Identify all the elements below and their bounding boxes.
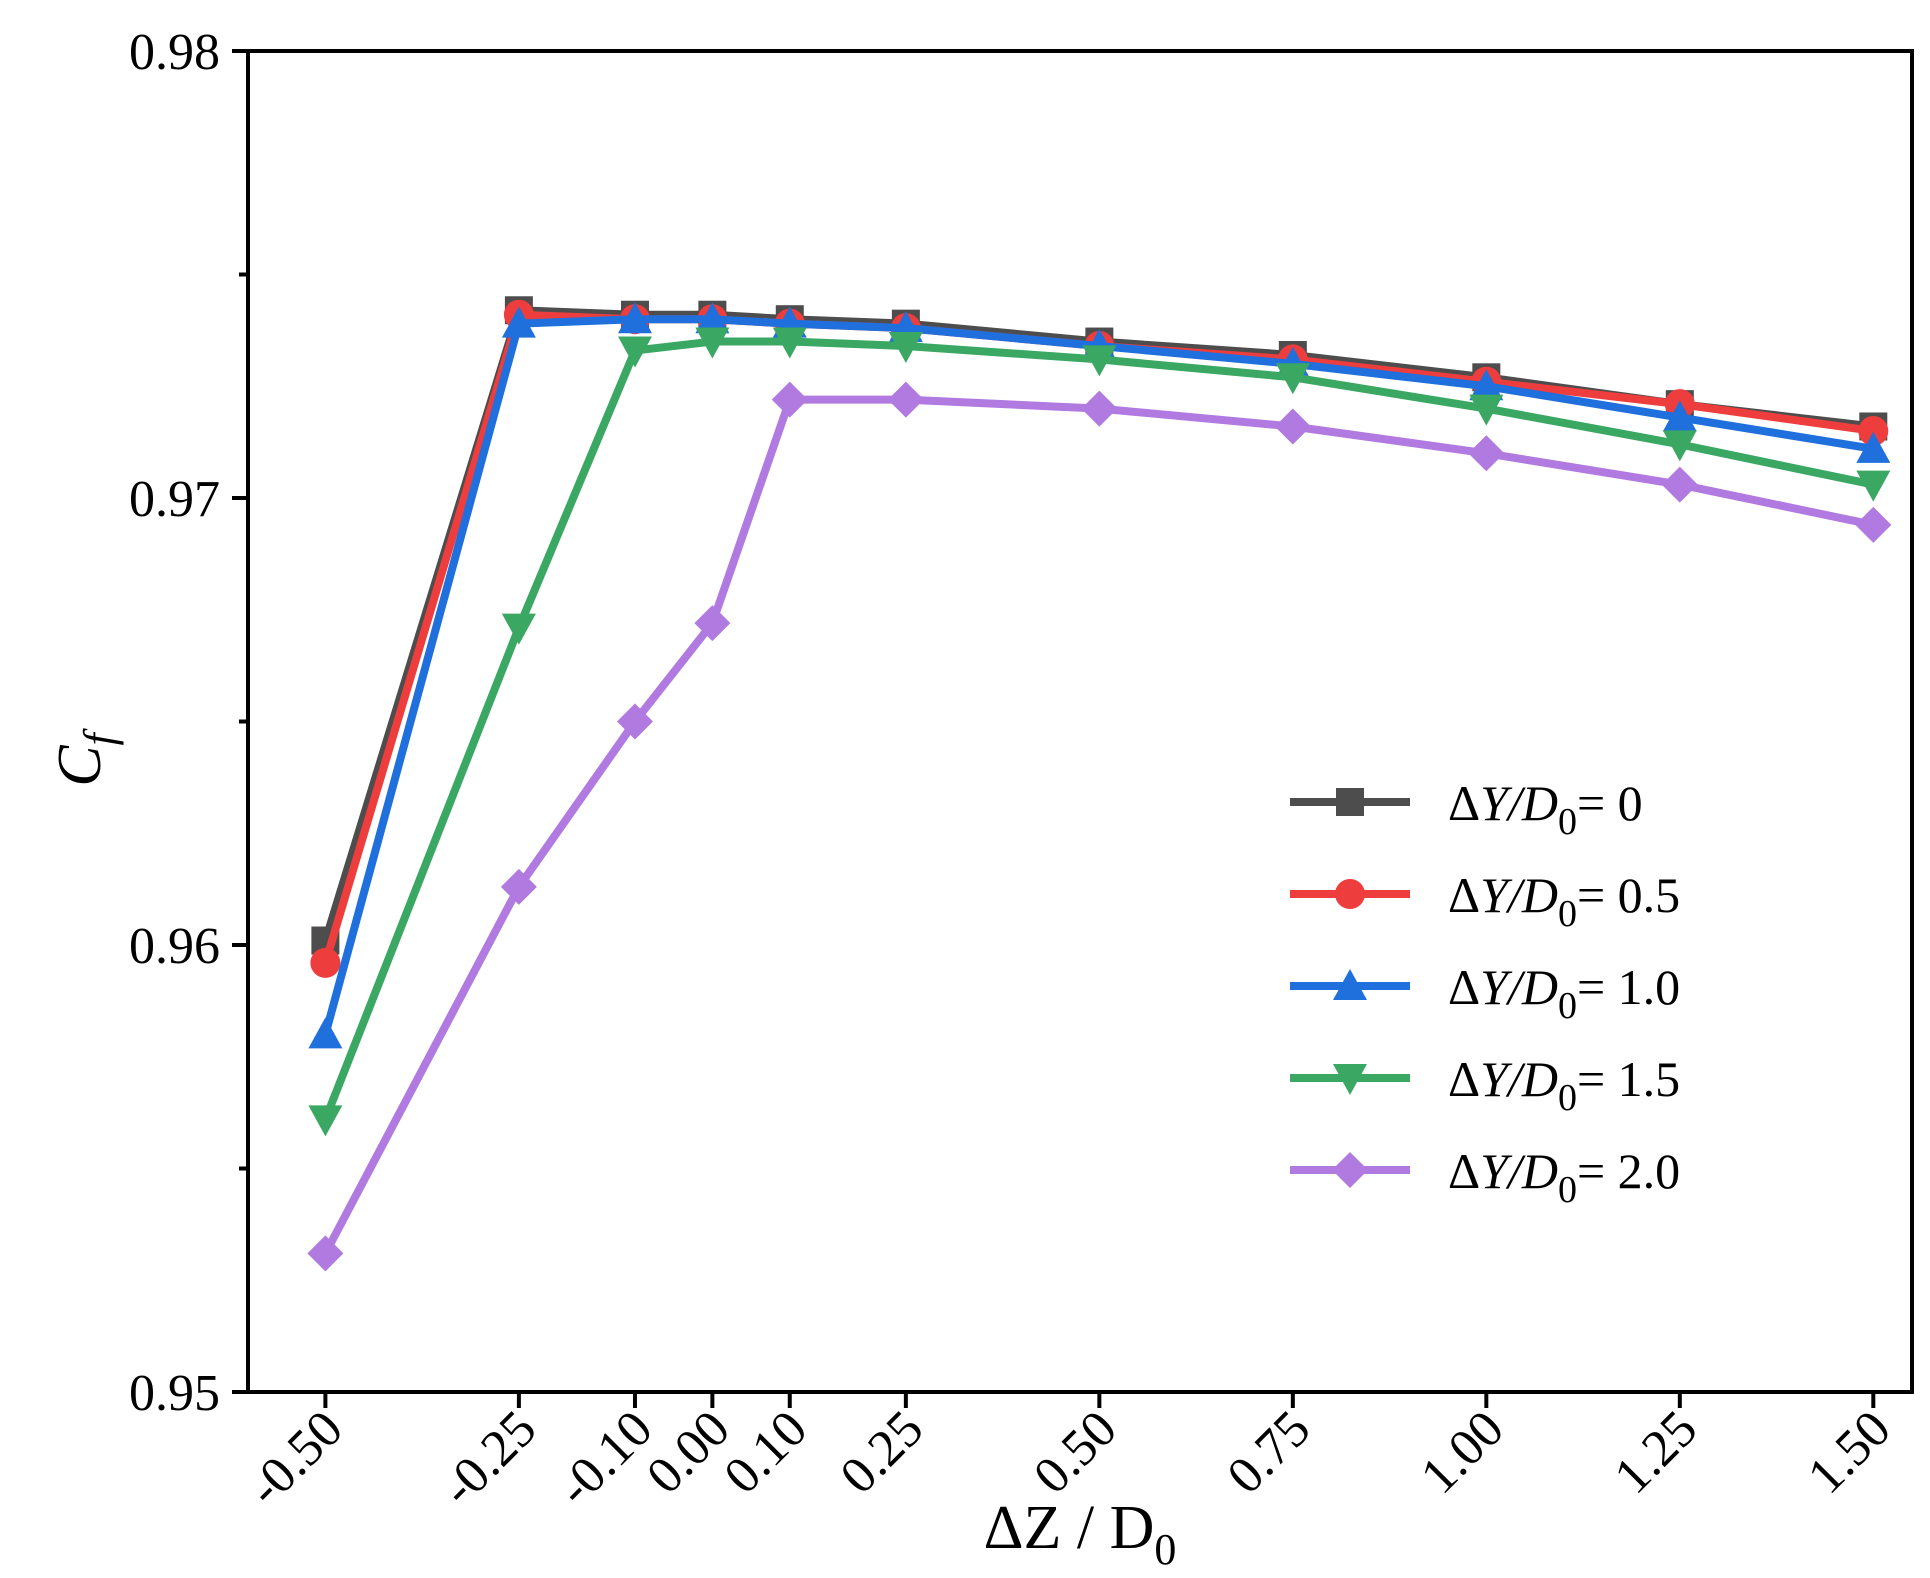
data-point — [1082, 345, 1117, 377]
legend-label: ΔY/D0= 1.0 — [1448, 959, 1680, 1027]
y-tick-label: 0.98 — [129, 24, 220, 81]
legend-item: ΔY/D0= 1.5 — [1290, 1051, 1680, 1119]
x-tick-label: 0.50 — [1023, 1400, 1128, 1505]
data-point — [307, 1235, 344, 1272]
data-point — [694, 605, 731, 642]
data-point — [1081, 390, 1118, 427]
x-tick-label: 0.25 — [830, 1400, 935, 1505]
data-point — [1469, 369, 1504, 401]
legend-marker — [1336, 788, 1364, 816]
x-axis-title: ΔZ / D0 — [984, 1494, 1177, 1574]
data-point — [1468, 435, 1505, 472]
data-point — [1856, 470, 1891, 502]
data-point — [1855, 506, 1892, 543]
legend: ΔY/D0= 0 ΔY/D0= 0.5 ΔY/D0= 1.0 ΔY/D0= 1.5 ΔY… — [1290, 775, 1680, 1211]
x-axis-title-sub: 0 — [1154, 1525, 1176, 1574]
legend-label: ΔY/D0= 2.0 — [1448, 1143, 1680, 1211]
series-layer — [307, 296, 1892, 1272]
data-point — [501, 613, 536, 645]
y-axis-title-sub: f — [75, 727, 124, 745]
data-point — [501, 306, 536, 338]
legend-item: ΔY/D0= 1.0 — [1290, 959, 1680, 1027]
legend-label: ΔY/D0= 0 — [1448, 775, 1643, 843]
ticks-layer — [232, 49, 1876, 1408]
data-point — [310, 947, 341, 978]
data-point — [772, 327, 807, 359]
y-tick-label: 0.95 — [129, 1365, 220, 1422]
x-axis-title-main: ΔZ / D — [984, 1494, 1155, 1562]
data-point — [616, 703, 653, 740]
data-point — [1662, 400, 1697, 432]
data-point — [1858, 415, 1889, 446]
y-tick-labels: 0.95 0.96 0.97 0.98 — [129, 24, 220, 1422]
legend-label: ΔY/D0= 0.5 — [1448, 867, 1680, 935]
data-point — [617, 336, 652, 368]
data-point — [1275, 363, 1310, 395]
legend-marker — [1332, 1152, 1368, 1188]
x-tick-label: 1.25 — [1604, 1400, 1709, 1505]
y-axis-title: Cf — [46, 727, 124, 786]
x-tick-label: 0.10 — [714, 1400, 819, 1505]
data-point — [308, 1105, 343, 1137]
data-point — [617, 302, 652, 334]
x-tick-label: 0.75 — [1217, 1400, 1322, 1505]
legend-item: ΔY/D0= 0.5 — [1290, 867, 1680, 935]
data-point — [500, 868, 537, 905]
y-axis-title-main: C — [46, 745, 114, 787]
data-point — [695, 302, 730, 334]
data-point — [1662, 430, 1697, 462]
plot-area-frame — [246, 49, 1914, 1394]
data-point — [1856, 431, 1891, 463]
data-point — [308, 1017, 343, 1049]
x-tick-label: 1.50 — [1797, 1400, 1902, 1505]
data-point — [1469, 394, 1504, 426]
data-point — [1661, 466, 1698, 503]
data-point — [771, 381, 808, 418]
data-point — [887, 381, 924, 418]
series-4 — [307, 381, 1892, 1272]
legend-item: ΔY/D0= 2.0 — [1290, 1143, 1680, 1211]
legend-item: ΔY/D0= 0 — [1290, 775, 1643, 843]
legend-label: ΔY/D0= 1.5 — [1448, 1051, 1680, 1119]
y-tick-label: 0.96 — [129, 918, 220, 975]
data-point — [888, 332, 923, 364]
legend-marker — [1333, 969, 1367, 1000]
y-tick-label: 0.97 — [129, 471, 220, 528]
series-3 — [308, 327, 1891, 1137]
legend-marker — [1335, 879, 1365, 909]
data-point — [1274, 408, 1311, 445]
x-tick-label: -0.50 — [237, 1400, 354, 1517]
x-tick-label: -0.25 — [430, 1400, 547, 1517]
x-tick-label: 1.00 — [1410, 1400, 1515, 1505]
legend-marker — [1333, 1064, 1367, 1095]
data-point — [695, 327, 730, 359]
